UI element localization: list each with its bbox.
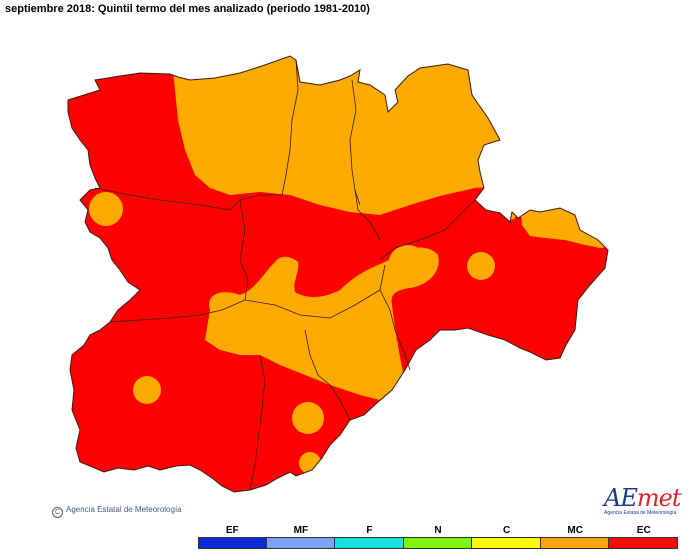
legend-label: MC (567, 525, 583, 536)
legend-swatch (472, 537, 541, 549)
logo-subtitle: Agencia Estatal de Meteorología (604, 510, 677, 516)
legend-item-c: C (472, 525, 541, 551)
copyright-text: Agencia Estatal de Meteorología (66, 505, 182, 514)
legend-item-n: N (403, 525, 473, 551)
legend-swatch (198, 537, 267, 549)
legend-swatch (540, 537, 610, 549)
logo-part-ae: AE (604, 484, 638, 512)
legend-label: N (434, 525, 442, 536)
legend-item-ec: EC (609, 525, 679, 551)
legend-swatch (609, 537, 679, 549)
quintile-legend: EF MF F N C MC EC (198, 525, 679, 551)
legend-swatch (266, 537, 336, 549)
copyright-notice: C Agencia Estatal de Meteorología (52, 505, 182, 518)
legend-label: EF (225, 525, 239, 536)
legend-item-f: F (335, 525, 404, 551)
legend-label: MF (293, 525, 309, 536)
logo-part-met: met (636, 484, 682, 512)
legend-item-ef: EF (198, 525, 267, 551)
aemet-logo: AEmet (604, 484, 682, 512)
legend-label: F (366, 525, 373, 536)
legend-swatch (335, 537, 404, 549)
legend-item-mf: MF (266, 525, 336, 551)
legend-item-mc: MC (540, 525, 610, 551)
map-title: septiembre 2018: Quintil termo del mes a… (5, 3, 370, 15)
legend-label: C (502, 525, 511, 536)
legend-label: EC (636, 525, 651, 536)
legend-swatch (403, 537, 473, 549)
copyright-icon: C (52, 507, 63, 518)
